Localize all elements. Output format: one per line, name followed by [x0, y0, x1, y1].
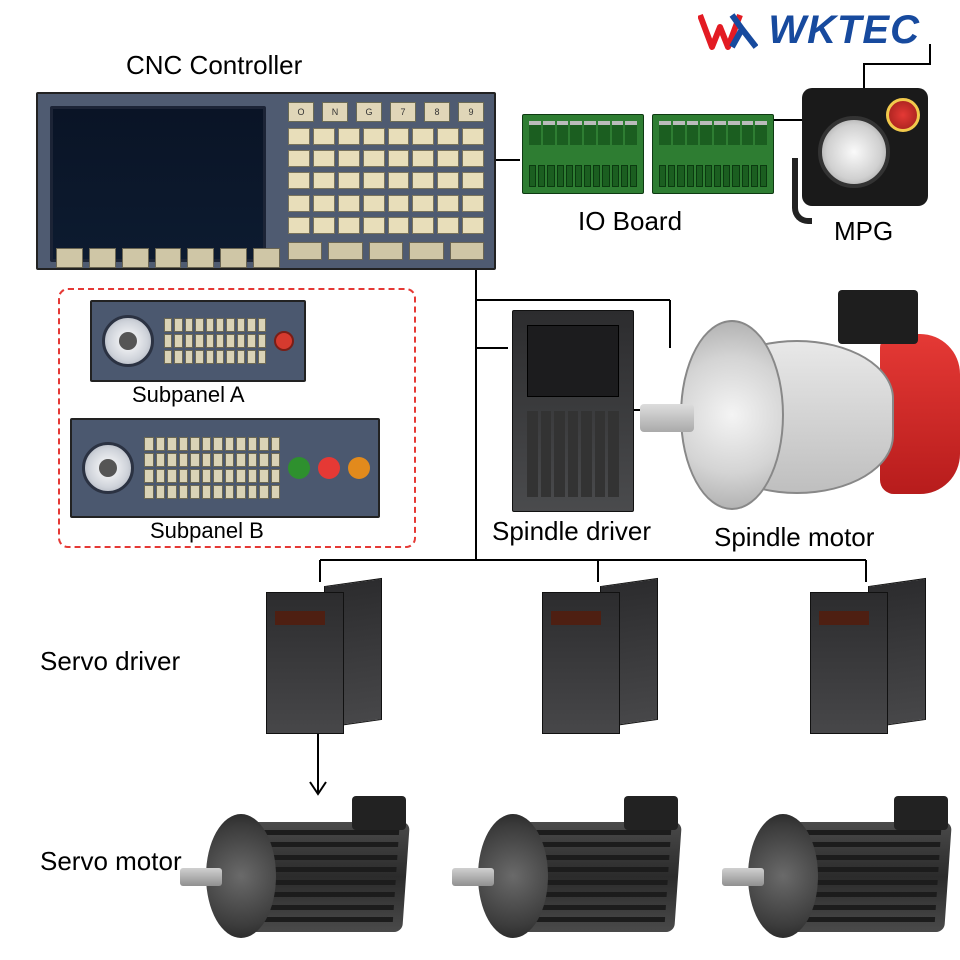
handwheel-icon [102, 315, 154, 367]
io-board [652, 114, 774, 194]
shaft-icon [722, 868, 764, 886]
junction-box-icon [838, 290, 918, 344]
shaft-icon [180, 868, 222, 886]
servo-driver [542, 582, 656, 732]
mpg-pendant [802, 88, 928, 206]
junction-box-icon [352, 796, 406, 830]
io-board [522, 114, 644, 194]
servo-driver-label: Servo driver [40, 646, 180, 677]
shaft-icon [640, 404, 694, 432]
subpanel-a-keys [164, 318, 266, 364]
servo-motor [196, 796, 416, 946]
cnc-fkey-row [288, 242, 484, 260]
logo-mark-icon [698, 9, 758, 53]
start-button-icon [288, 457, 310, 479]
subpanel-a [90, 300, 306, 382]
servo-motor [468, 796, 688, 946]
handwheel-icon [82, 442, 134, 494]
shaft-icon [452, 868, 494, 886]
mpg-label: MPG [834, 216, 893, 247]
cnc-tab-row: O N G 7 8 9 [288, 102, 484, 122]
cnc-tab: 9 [458, 102, 484, 122]
junction-box-icon [624, 796, 678, 830]
cnc-tab: 8 [424, 102, 450, 122]
spindle-motor [660, 280, 960, 508]
subpanel-b-keys [144, 437, 280, 499]
estop-icon [886, 98, 920, 132]
stop-button-icon [318, 457, 340, 479]
cnc-controller: O N G 7 8 9 [36, 92, 496, 270]
cnc-keypad [288, 128, 484, 236]
spindle-motor-label: Spindle motor [714, 522, 874, 553]
subpanel-b [70, 418, 380, 518]
servo-driver [266, 582, 380, 732]
servo-motor-label: Servo motor [40, 846, 182, 877]
cnc-label: CNC Controller [126, 50, 302, 81]
cable-icon [792, 158, 812, 224]
spindle-driver [512, 310, 634, 512]
estop-icon [348, 457, 370, 479]
cnc-tab: N [322, 102, 348, 122]
cnc-tab: 7 [390, 102, 416, 122]
servo-motor [738, 796, 958, 946]
logo-text: WKTEC [768, 8, 920, 53]
junction-box-icon [894, 796, 948, 830]
servo-driver [810, 582, 924, 732]
estop-icon [274, 331, 294, 351]
spindle-driver-label: Spindle driver [492, 516, 651, 547]
cnc-tab: G [356, 102, 382, 122]
cnc-tab: O [288, 102, 314, 122]
handwheel-icon [818, 116, 890, 188]
cnc-softkeys [56, 248, 280, 268]
brand-logo: WKTEC [698, 8, 920, 53]
cnc-screen [50, 106, 266, 262]
io-label: IO Board [578, 206, 682, 237]
